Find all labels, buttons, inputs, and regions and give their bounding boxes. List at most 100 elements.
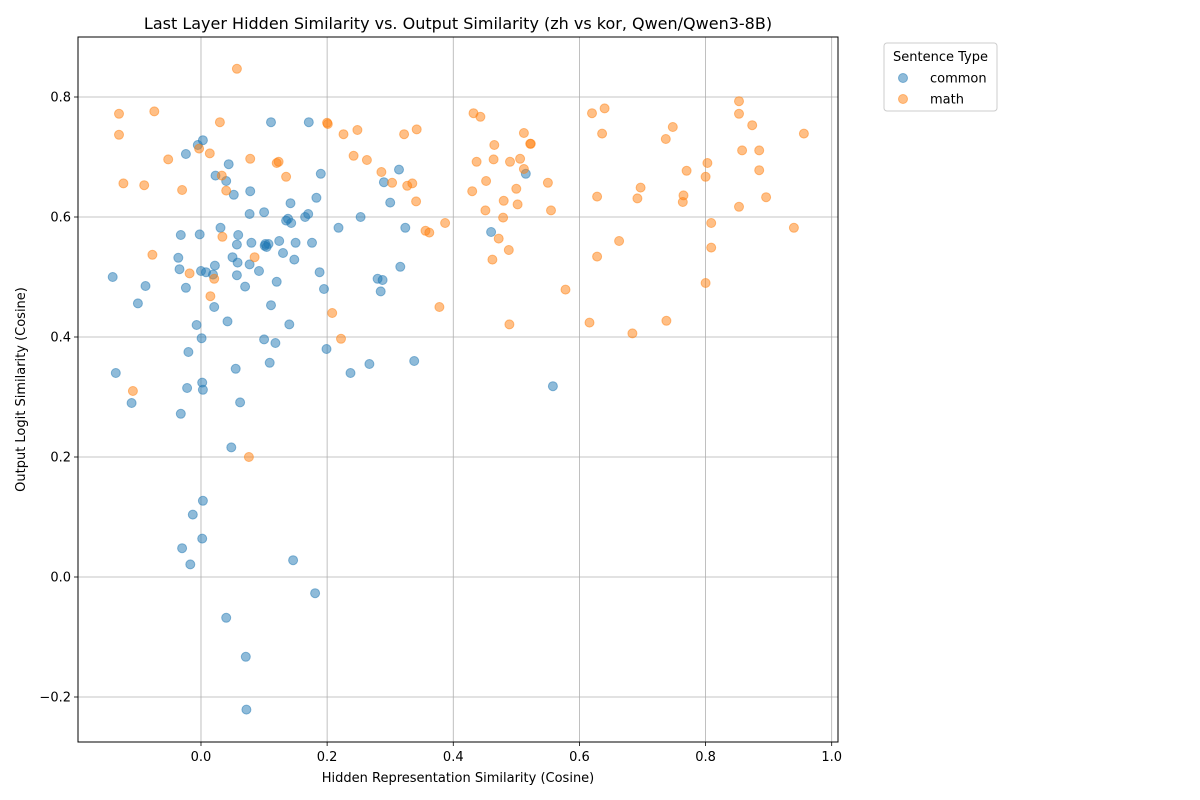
data-point-common [209,302,220,312]
data-point-math [273,156,284,167]
data-point-math [734,108,744,119]
data-point-common [307,237,317,248]
legend-label-common: common [930,72,987,87]
data-point-math [525,138,536,149]
y-tick-label: 0.0 [50,571,71,586]
data-point-common [547,381,558,392]
data-point-math [700,278,711,288]
ticks: 0.0 0.2 0.4 0.6 0.8 1.0 −0.2 0.0 0.2 0.4 0.6 0.8 [39,91,842,766]
data-point-math [681,165,692,176]
data-point-math [243,452,254,462]
data-point-common [303,209,314,219]
data-point-common [314,267,325,278]
data-point-common [400,222,411,233]
data-point-math [217,231,228,242]
data-point-common [183,347,194,357]
data-point-common [175,408,186,419]
data-point-math [361,155,372,165]
data-point-math [678,190,689,201]
data-point-common [223,159,234,170]
data-point-common [107,272,118,282]
data-point-common [271,276,282,287]
data-point-math [798,128,809,139]
data-point-math [194,143,205,154]
data-point-common [266,117,276,128]
data-point-common [264,357,275,368]
data-point-common [197,495,208,506]
data-point-common [409,356,420,366]
data-point-common [215,222,226,233]
data-point-common [270,338,281,348]
data-point-math [322,119,333,129]
data-point-math [480,205,491,216]
data-point-common [126,398,137,408]
data-point-math [706,242,717,253]
data-point-common [240,651,251,662]
data-point-common [232,257,243,268]
x-tick-label: 1.0 [821,750,842,765]
data-point-common [284,319,295,330]
data-point-common [241,704,252,715]
data-point-common [244,209,255,219]
data-point-common [132,298,143,309]
data-point-common [197,135,208,146]
data-point-common [182,383,193,393]
data-point-math [754,145,765,156]
chart-title: Last Layer Hidden Similarity vs. Output … [144,14,772,33]
legend-label-math: math [930,93,964,108]
data-point-math [747,120,758,131]
data-point-math [221,185,232,196]
data-point-common [303,117,314,128]
data-point-math [511,183,522,194]
data-point-math [411,196,422,207]
data-point-math [118,178,129,189]
data-point-common [375,286,386,297]
data-point-common [231,270,242,281]
data-point-math [597,128,608,139]
data-point-math [475,111,486,122]
data-point-common [197,533,208,544]
data-point-common [244,259,255,270]
data-point-common [240,281,251,292]
data-point-math [504,319,515,330]
data-point-math [127,386,138,396]
data-point-math [560,284,571,295]
data-point-common [290,237,301,248]
y-tick-label: 0.8 [50,91,71,106]
data-point-math [599,103,610,114]
data-point-math [204,148,215,159]
legend-marker-common [898,73,908,83]
data-point-math [407,178,418,189]
data-point-math [632,193,643,204]
data-point-common [245,186,256,197]
data-point-math [702,158,713,168]
data-point-common [289,254,300,265]
data-point-math [587,108,597,119]
data-point-common [315,168,326,179]
data-point-math [216,170,227,181]
data-point-common [175,230,186,240]
data-point-math [498,195,509,206]
data-point-common [174,264,185,275]
data-point-math [149,106,160,117]
data-point-math [177,185,188,195]
data-point-common [395,261,406,272]
data-point-math [467,186,478,197]
data-point-math [734,201,744,212]
data-point-math [489,140,500,150]
data-point-math [661,315,672,326]
data-point-math [584,317,595,328]
data-point-math [184,268,195,279]
data-point-common [259,334,270,345]
data-point-math [546,205,556,216]
data-point-math [518,128,529,138]
data-point-common [364,359,375,369]
data-point-math [338,129,349,140]
data-point-common [187,509,198,520]
data-point-common [274,236,285,246]
data-point-common [221,612,232,623]
data-point-math [614,236,625,246]
data-point-common [231,239,242,250]
data-point-common [278,248,288,258]
data-point-common [110,368,121,378]
